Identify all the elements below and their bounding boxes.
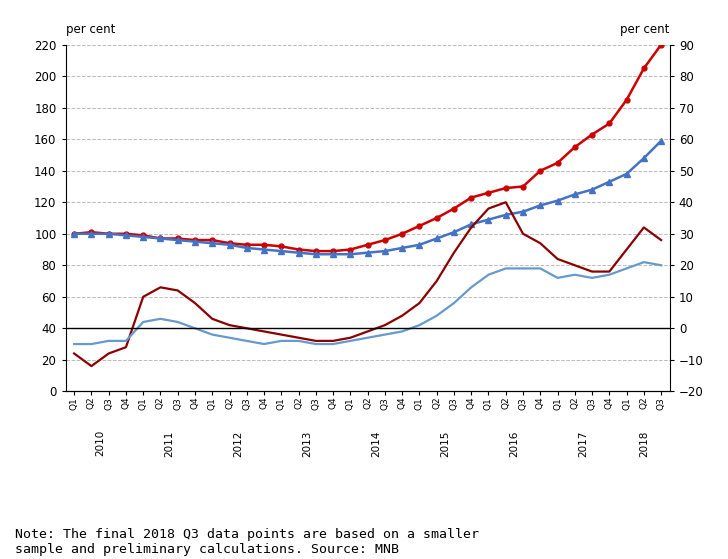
Text: 2016: 2016 — [510, 430, 519, 457]
Text: 2013: 2013 — [302, 430, 312, 457]
Text: 2011: 2011 — [164, 430, 174, 457]
Text: 2015: 2015 — [440, 430, 451, 457]
Text: per cent: per cent — [620, 23, 670, 36]
Text: 2018: 2018 — [639, 430, 649, 457]
Text: per cent: per cent — [66, 23, 115, 36]
Text: 2014: 2014 — [371, 430, 381, 457]
Text: 2010: 2010 — [95, 430, 105, 457]
Text: Note: The final 2018 Q3 data points are based on a smaller
sample and preliminar: Note: The final 2018 Q3 data points are … — [15, 528, 478, 556]
Text: 2017: 2017 — [579, 430, 588, 457]
Text: 2012: 2012 — [233, 430, 243, 457]
